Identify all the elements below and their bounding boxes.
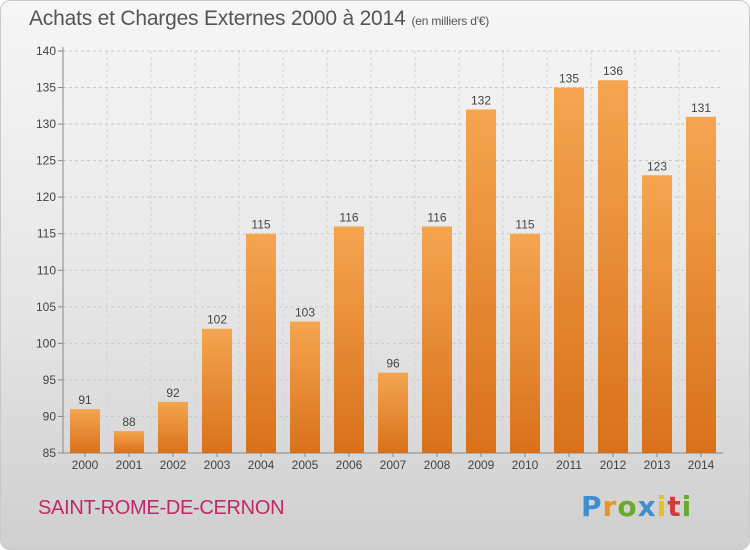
y-tick-label: 85	[43, 446, 57, 460]
data-label: 88	[122, 415, 136, 429]
bar	[246, 233, 276, 453]
data-label: 135	[559, 72, 579, 86]
data-label: 96	[386, 357, 400, 371]
data-label: 131	[691, 101, 711, 115]
x-tick-label: 2012	[600, 458, 627, 472]
y-tick-label: 130	[36, 117, 56, 131]
axes: 85 90 95 100 105 110 115 120 125 130 135 140 2000 200…	[36, 44, 723, 472]
x-tick-label: 2013	[644, 458, 671, 472]
y-tick-label: 100	[36, 336, 56, 350]
data-label: 103	[295, 305, 315, 319]
bar	[466, 109, 496, 454]
bar	[114, 431, 144, 453]
bar	[598, 80, 628, 454]
y-tick-label: 95	[43, 373, 57, 387]
bar	[642, 175, 672, 453]
data-label: 115	[515, 218, 534, 232]
x-tick-label: 2004	[248, 458, 275, 472]
y-tick-label: 105	[36, 300, 56, 314]
bar	[510, 233, 540, 453]
y-tick-label: 135	[36, 81, 56, 95]
x-tick-label: 2003	[204, 458, 231, 472]
bar	[290, 321, 320, 453]
labels: 91 88 92 102 115 103 116 96 116 132 115 135 136 123 13…	[78, 64, 711, 429]
bar	[686, 116, 716, 454]
y-tick-label: 110	[37, 263, 56, 277]
x-tick-label: 2006	[336, 458, 363, 472]
x-tick-label: 2008	[424, 458, 451, 472]
proxiti-logo: Proxiti	[581, 490, 693, 523]
chart-subtitle: (en milliers d'€)	[411, 14, 490, 28]
bar	[554, 87, 584, 453]
bar	[334, 226, 364, 453]
y-tick-label: 140	[36, 44, 56, 58]
bar	[378, 372, 408, 453]
x-tick-label: 2011	[556, 458, 582, 472]
title-text: Achats et Charges Externes 2000 à 2014	[29, 7, 406, 30]
data-label: 116	[339, 210, 358, 224]
x-tick-label: 2002	[160, 458, 187, 472]
data-label: 91	[78, 393, 92, 407]
x-tick-label: 2001	[116, 458, 143, 472]
y-tick-label: 120	[36, 190, 56, 204]
chart-title: Achats et Charges Externes 2000 à 2014 (e…	[29, 7, 489, 31]
data-label: 116	[427, 210, 446, 224]
data-label: 136	[603, 64, 623, 78]
data-label: 92	[166, 386, 180, 400]
bars	[70, 80, 716, 454]
x-tick-label: 2000	[72, 458, 99, 472]
x-tick-label: 2010	[512, 458, 539, 472]
data-label: 123	[647, 159, 667, 173]
bar	[202, 328, 232, 453]
x-tick-label: 2014	[688, 458, 715, 472]
data-label: 102	[207, 313, 227, 327]
bar	[158, 401, 188, 453]
y-tick-label: 125	[36, 154, 56, 168]
y-tick-label: 115	[37, 227, 56, 241]
y-tick-label: 90	[43, 409, 57, 423]
bar	[422, 226, 452, 453]
x-tick-label: 2005	[292, 458, 319, 472]
data-label: 132	[471, 93, 491, 107]
commune-name: SAINT-ROME-DE-CERNON	[38, 497, 285, 519]
data-label: 115	[251, 218, 270, 232]
x-tick-label: 2007	[380, 458, 407, 472]
bar	[70, 409, 100, 453]
x-tick-label: 2009	[468, 458, 495, 472]
